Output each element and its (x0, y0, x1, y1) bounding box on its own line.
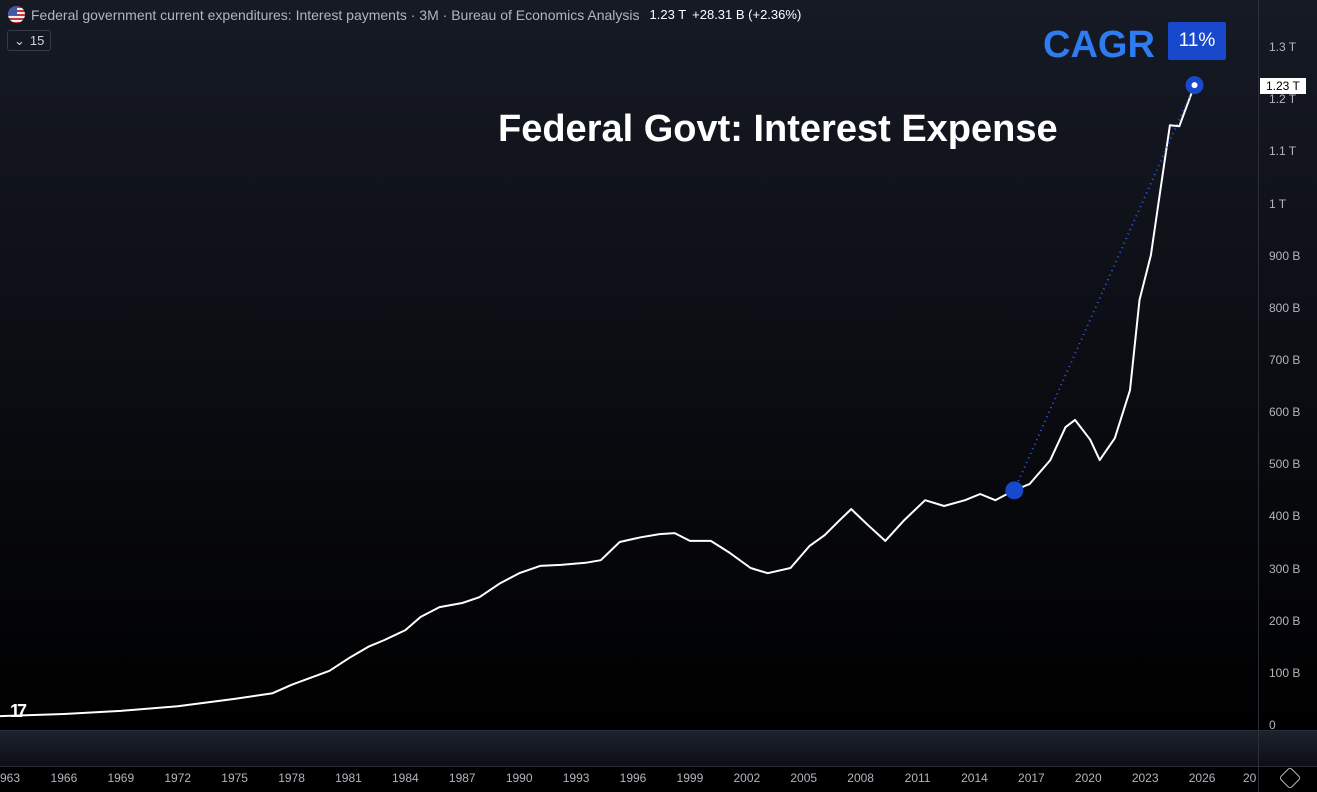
time-tick-label: 1966 (50, 771, 78, 785)
chart-plot[interactable] (0, 0, 1258, 730)
time-tick-label: 1990 (505, 771, 533, 785)
time-tick-label: 2014 (961, 771, 988, 785)
time-tick-label: 20 (1243, 771, 1257, 785)
price-tick-label: 1.1 T (1269, 144, 1297, 159)
us-flag-icon (8, 6, 25, 23)
legend-header[interactable]: Federal government current expenditures:… (8, 6, 801, 23)
price-tick-label: 1.3 T (1269, 40, 1297, 55)
chart-annotation-title[interactable]: Federal Govt: Interest Expense (498, 108, 1058, 150)
time-tick-label: 1975 (221, 771, 248, 785)
time-tick-label: 2011 (904, 771, 931, 785)
cagr-label[interactable]: CAGR (1043, 24, 1155, 66)
last-point-dot (1191, 82, 1198, 89)
time-tick-label: 1999 (676, 771, 704, 785)
cagr-value-badge[interactable]: 11% (1168, 22, 1226, 60)
tradingview-logo-icon[interactable]: 17 (10, 701, 27, 721)
time-tick-label: 1969 (107, 771, 135, 785)
price-tick-label: 900 B (1269, 248, 1301, 263)
series-line[interactable] (0, 84, 1196, 718)
price-tick-label: 700 B (1269, 352, 1301, 367)
indicator-count: 15 (29, 33, 45, 48)
price-tick-label: 500 B (1269, 457, 1301, 472)
price-tick-label: 1.2 T (1269, 92, 1297, 107)
time-tick-label: 1981 (335, 771, 362, 785)
time-tick-label: 2005 (790, 771, 818, 785)
time-tick-label: 1984 (392, 771, 419, 785)
time-tick-label: 963 (0, 771, 21, 785)
time-tick-label: 1993 (562, 771, 590, 785)
last-price-label: 1.23 T (1260, 78, 1306, 94)
settings-icon[interactable] (1278, 766, 1302, 790)
price-tick-label: 300 B (1269, 561, 1301, 576)
time-tick-label: 2020 (1074, 771, 1102, 785)
price-axis-divider (1258, 0, 1259, 792)
cagr-start-marker[interactable] (1005, 481, 1024, 500)
price-tick-label: 400 B (1269, 509, 1301, 524)
price-tick-label: 100 B (1269, 665, 1301, 680)
time-tick-label: 2008 (847, 771, 874, 785)
time-tick-label: 1978 (278, 771, 305, 785)
time-axis-band (0, 730, 1317, 767)
collapse-indicators-button[interactable]: ⌄ 15 (7, 30, 52, 51)
change-value: +28.31 B (+2.36%) (692, 7, 802, 22)
price-tick-label: 0 (1269, 718, 1276, 732)
time-tick-label: 2023 (1131, 771, 1159, 785)
price-tick-label: 200 B (1269, 613, 1301, 628)
time-tick-label: 1972 (164, 771, 192, 785)
time-tick-label: 2017 (1018, 771, 1045, 785)
chart-background (0, 0, 1317, 730)
time-tick-label: 1996 (619, 771, 647, 785)
time-tick-label: 2026 (1188, 771, 1216, 785)
last-value: 1.23 T (649, 7, 687, 22)
series-title: Federal government current expenditures:… (31, 6, 640, 23)
price-tick-label: 600 B (1269, 405, 1301, 420)
price-tick-label: 800 B (1269, 300, 1301, 315)
price-tick-label: 1 T (1269, 196, 1287, 211)
chevron-down-icon: ⌄ (14, 32, 25, 48)
time-tick-label: 2002 (733, 771, 761, 785)
time-tick-label: 1987 (448, 771, 476, 785)
